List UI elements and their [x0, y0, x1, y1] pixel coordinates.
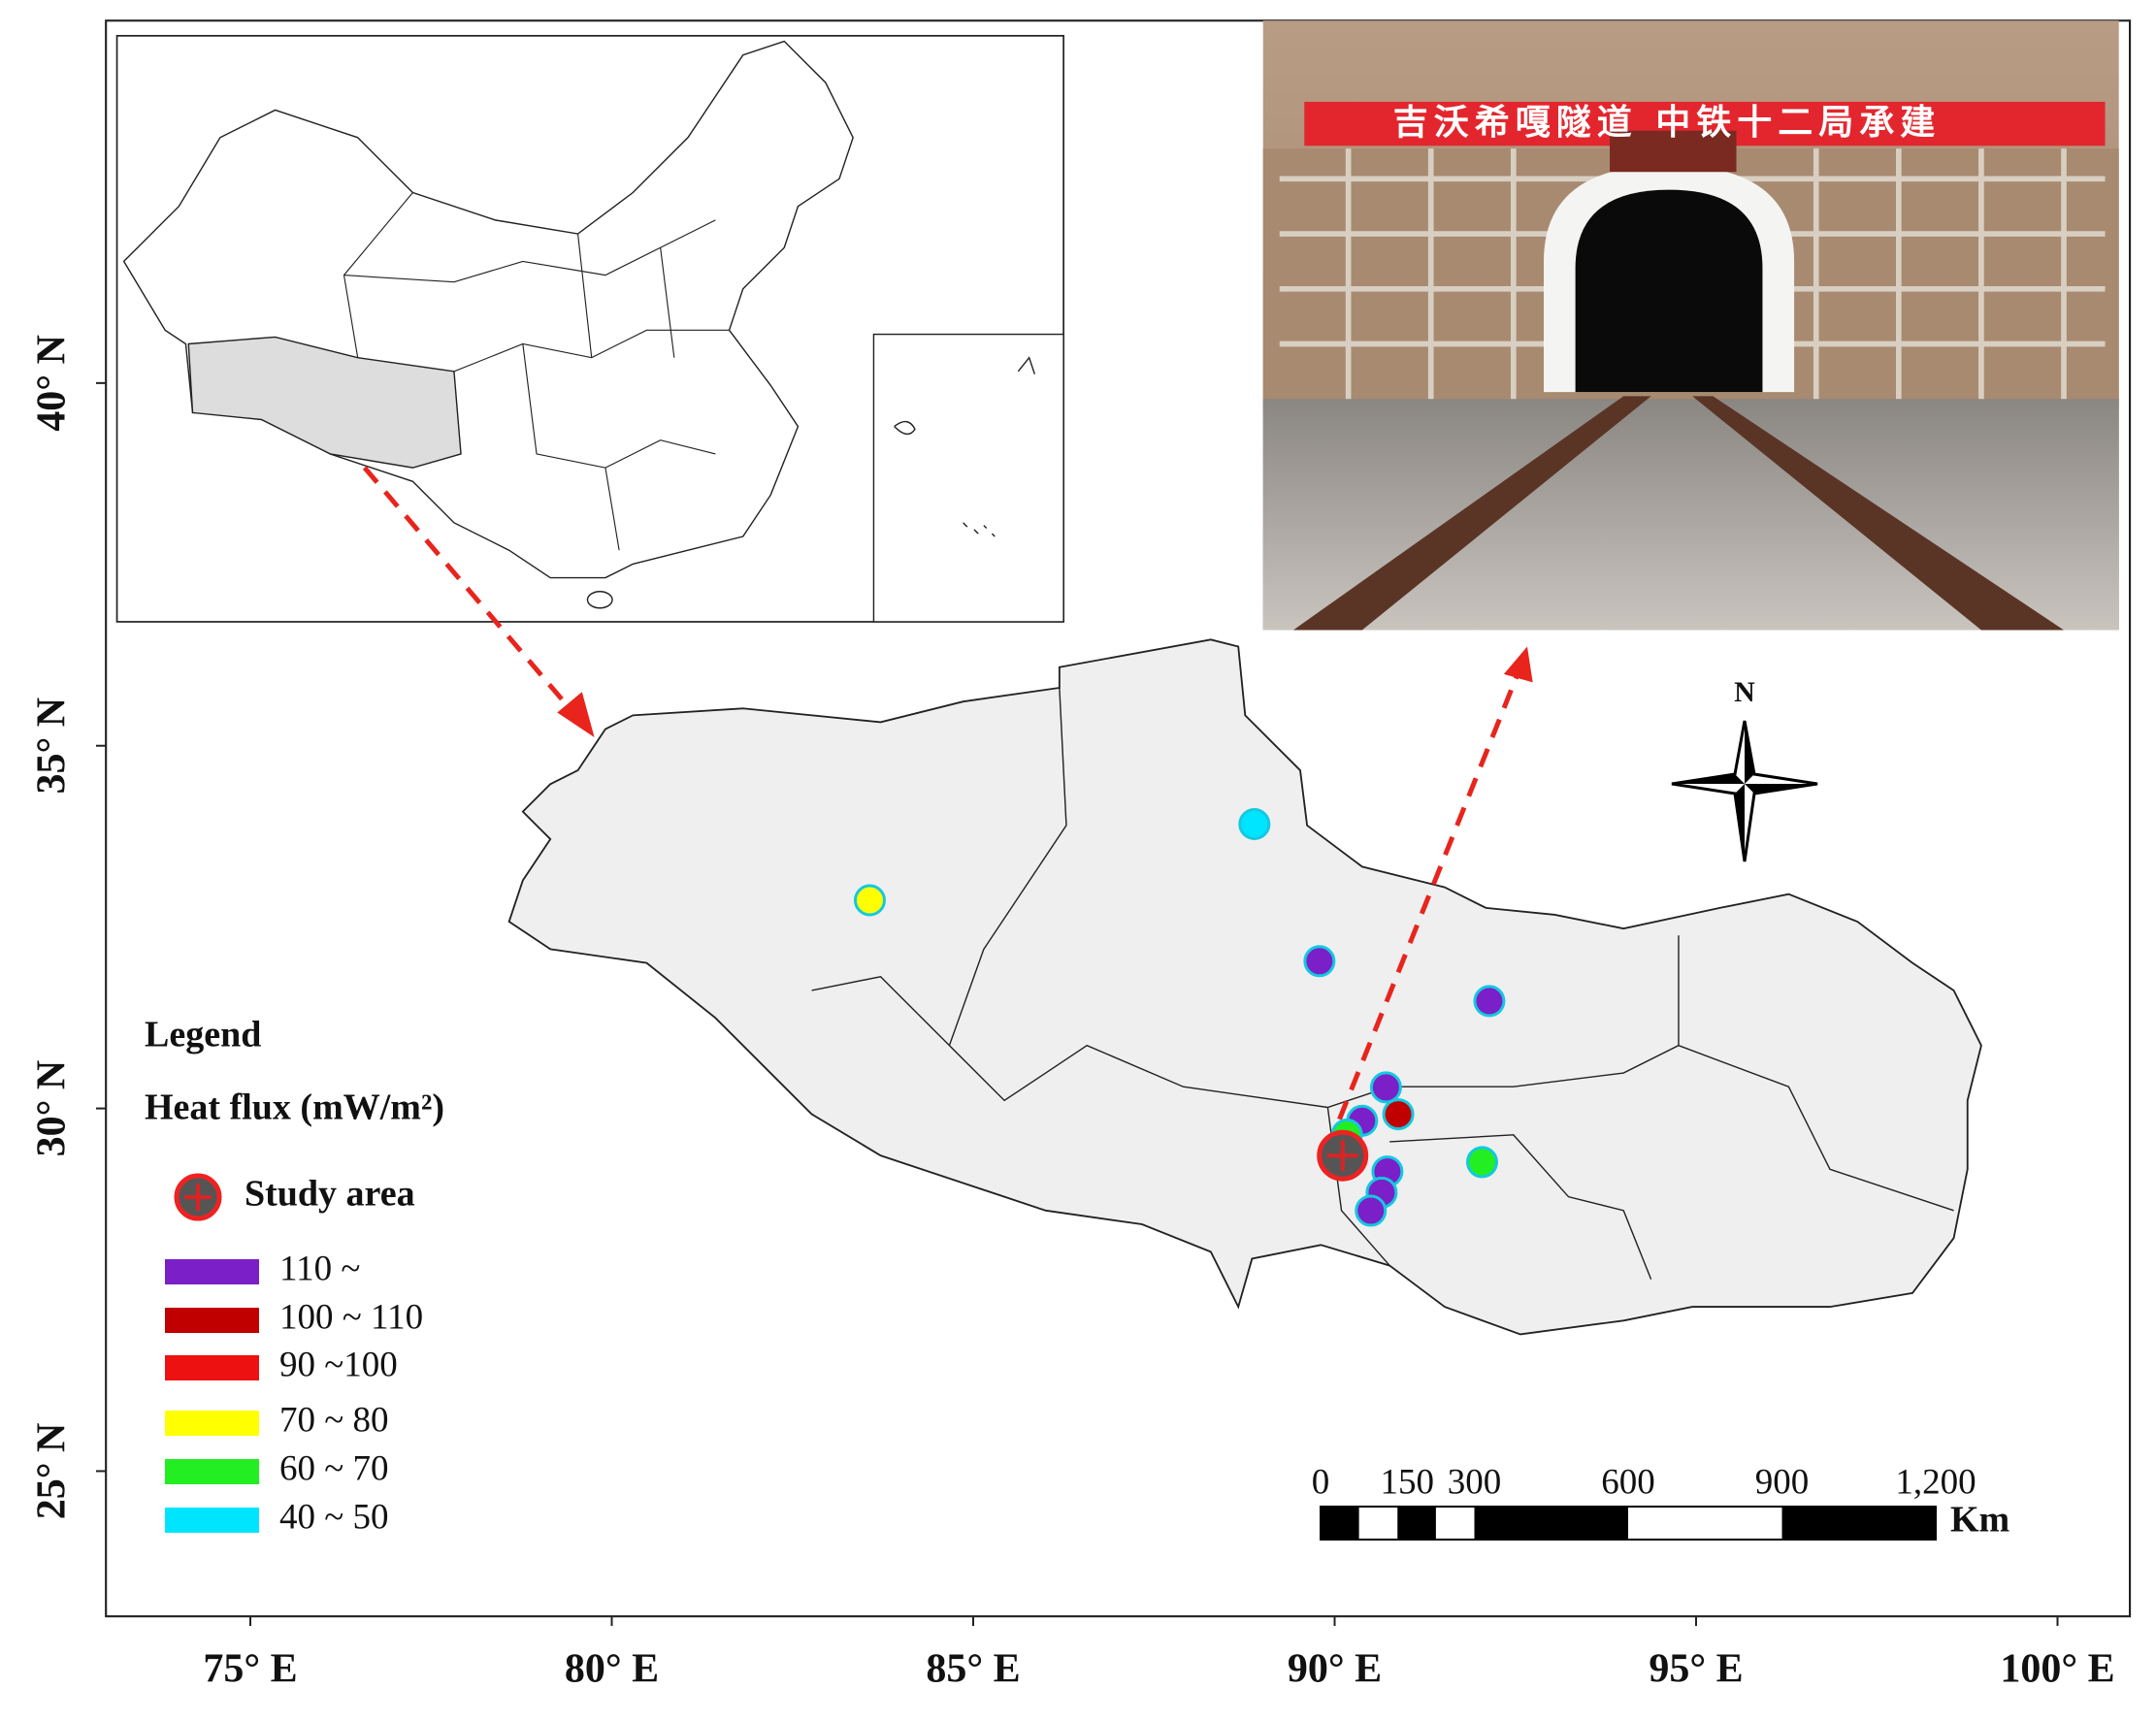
north-star-fill	[1672, 721, 1817, 861]
legend-study-label: Study area	[245, 1174, 415, 1215]
y-tick-label: 40° N	[30, 335, 75, 432]
prefecture-lines	[811, 687, 1954, 1281]
legend-label: 70 ~ 80	[279, 1400, 389, 1440]
islands	[894, 356, 1036, 537]
scale-label: 0	[1312, 1462, 1330, 1502]
china-outline	[122, 40, 854, 579]
banner-text: 吉沃希嘎隧道 中铁十二局承建	[1393, 103, 1942, 143]
legend-label: 40 ~ 50	[279, 1497, 389, 1537]
plaque	[1610, 130, 1737, 173]
site	[1355, 1194, 1388, 1227]
arrow	[1325, 672, 1520, 1150]
site	[1465, 1146, 1498, 1179]
ballast	[1262, 399, 2119, 631]
scale-segment	[1397, 1507, 1436, 1540]
site	[853, 884, 886, 917]
rails	[1292, 396, 2064, 631]
scale-label: 1,200	[1895, 1462, 1976, 1502]
y-tick-label: 35° N	[30, 698, 75, 795]
legend-title: Legend	[145, 1015, 261, 1055]
legend-swatch	[165, 1508, 259, 1533]
x-tick-label: 80° E	[565, 1647, 659, 1692]
legend-swatch	[165, 1355, 259, 1380]
y-tick-label: 30° N	[30, 1060, 75, 1157]
province-lines	[343, 192, 730, 551]
scale-segment	[1474, 1507, 1628, 1540]
legend-label: 100 ~ 110	[279, 1297, 423, 1337]
arrow-head	[1503, 646, 1533, 683]
scale-segment	[1321, 1507, 1359, 1540]
legend-swatch	[165, 1259, 259, 1284]
tunnel	[1575, 189, 1763, 393]
study-site-cross	[1326, 1140, 1358, 1172]
x-tick-label: 100° E	[2000, 1647, 2114, 1692]
north-label: N	[1734, 676, 1755, 708]
legend-swatch	[165, 1308, 259, 1333]
arrow	[362, 466, 580, 720]
scale-segment	[1781, 1507, 1936, 1540]
site	[1382, 1098, 1415, 1131]
south-sea-box	[872, 333, 1064, 623]
x-tick-label: 85° E	[926, 1647, 1020, 1692]
legend-study-cross	[184, 1184, 212, 1211]
arrow-head	[557, 692, 595, 738]
hainan	[586, 591, 613, 609]
legend-label: 110 ~	[279, 1249, 360, 1288]
x-tick-label: 75° E	[203, 1647, 297, 1692]
layout	[105, 19, 2132, 1618]
site	[1238, 807, 1271, 840]
legend-label: 60 ~ 70	[279, 1448, 389, 1488]
x-tick-label: 90° E	[1288, 1647, 1382, 1692]
scale-label: 150	[1381, 1462, 1435, 1502]
tibet-region	[507, 638, 1982, 1336]
legend-subtitle: Heat flux (mW/m²)	[145, 1087, 444, 1128]
scale-unit: Km	[1950, 1500, 2009, 1541]
legend-swatch	[165, 1411, 259, 1436]
x-tick-label: 95° E	[1649, 1647, 1743, 1692]
scale-label: 900	[1755, 1462, 1810, 1502]
site	[1473, 985, 1506, 1018]
scale-label: 600	[1601, 1462, 1655, 1502]
legend-label: 90 ~100	[279, 1345, 398, 1384]
site	[1369, 1071, 1402, 1104]
tibet-inset	[187, 336, 462, 469]
site	[1303, 945, 1336, 978]
legend-swatch	[165, 1459, 259, 1484]
y-tick-label: 25° N	[30, 1423, 75, 1520]
scale-label: 300	[1448, 1462, 1502, 1502]
